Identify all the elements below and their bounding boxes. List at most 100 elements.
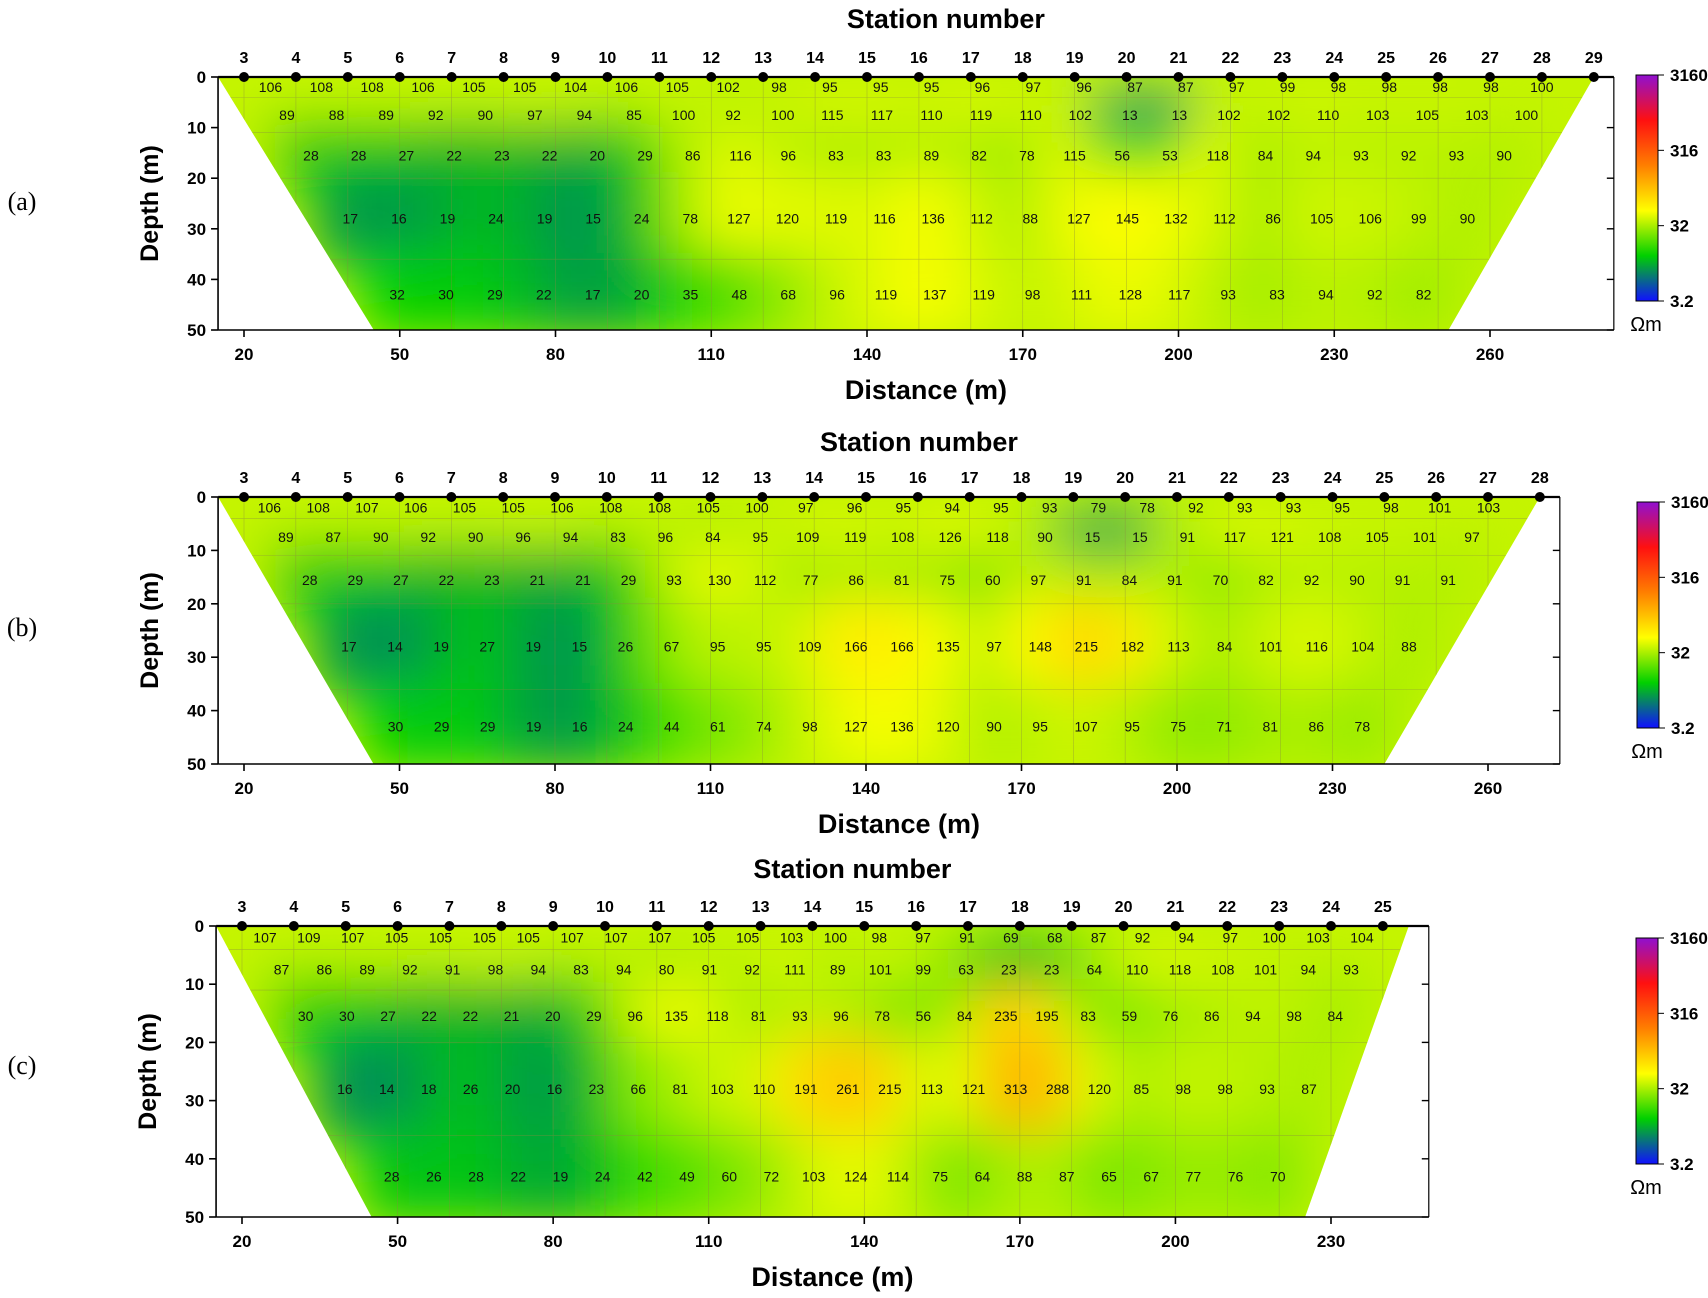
cell-value-label: 98 [1217, 1081, 1233, 1097]
cell-value-label: 110 [1020, 107, 1043, 123]
cell-value-label: 30 [388, 719, 404, 735]
cell-value-label: 109 [796, 529, 820, 545]
cell-value-label: 18 [421, 1081, 437, 1097]
cell-value-label: 89 [278, 529, 294, 545]
cell-value-label: 95 [993, 500, 1009, 516]
station-marker [1172, 492, 1182, 502]
cell-value-label: 27 [399, 147, 415, 163]
cell-value-label: 81 [894, 572, 910, 588]
cell-value-label: 20 [505, 1081, 521, 1097]
cell-value-label: 87 [1301, 1081, 1317, 1097]
station-marker [965, 72, 976, 82]
cell-value-label: 65 [1101, 1168, 1117, 1184]
section-fill [218, 77, 1594, 330]
cell-value-label: 215 [1075, 639, 1099, 655]
depth-tick-label: 40 [187, 702, 206, 721]
cell-value-label: 93 [792, 1008, 808, 1024]
cell-value-label: 90 [1460, 211, 1476, 227]
station-number-label: 15 [857, 470, 875, 487]
cell-value-label: 94 [563, 529, 579, 545]
cell-value-label: 105 [473, 930, 497, 946]
cell-value-label: 103 [780, 930, 804, 946]
cell-value-label: 60 [985, 572, 1001, 588]
cell-value-label: 97 [527, 107, 543, 123]
cell-value-label: 69 [1003, 930, 1019, 946]
station-number-label: 5 [341, 899, 350, 916]
station-number-label: 8 [497, 899, 506, 916]
cell-value-label: 71 [1216, 719, 1232, 735]
station-marker [1377, 921, 1388, 931]
station-number-label: 29 [1585, 50, 1603, 67]
station-marker [1379, 492, 1390, 502]
cell-value-label: 124 [844, 1168, 868, 1184]
distance-tick-label: 50 [390, 779, 409, 798]
cell-value-label: 100 [745, 500, 769, 516]
station-axis-title: Station number [753, 854, 951, 884]
distance-tick-label: 20 [235, 779, 254, 798]
station-number-label: 4 [291, 470, 300, 487]
cell-value-label: 107 [648, 930, 672, 946]
cell-value-label: 112 [754, 572, 777, 588]
cell-value-label: 136 [921, 211, 945, 227]
cell-value-label: 111 [1071, 287, 1092, 303]
station-number-label: 16 [910, 50, 928, 67]
cell-value-label: 135 [665, 1008, 689, 1024]
station-number-label: 20 [1115, 899, 1133, 916]
cell-value-label: 119 [970, 107, 993, 123]
station-marker [861, 492, 871, 502]
cell-value-label: 26 [618, 639, 634, 655]
cell-value-label: 78 [1019, 147, 1035, 163]
cell-value-label: 95 [873, 79, 889, 95]
cell-value-label: 83 [1269, 287, 1285, 303]
cell-value-label: 22 [536, 287, 552, 303]
cell-value-label: 98 [802, 719, 818, 735]
station-number-label: 22 [1220, 470, 1238, 487]
cell-value-label: 97 [1031, 572, 1047, 588]
cell-value-label: 95 [822, 79, 838, 95]
distance-tick-label: 80 [544, 1232, 563, 1251]
distance-axis-title: Distance (m) [751, 1262, 913, 1292]
station-number-label: 7 [445, 899, 454, 916]
cell-value-label: 23 [589, 1081, 605, 1097]
station-marker [601, 492, 612, 502]
cell-value-label: 60 [721, 1168, 737, 1184]
station-marker [394, 72, 405, 82]
station-number-label: 20 [1116, 470, 1134, 487]
cell-value-label: 89 [378, 107, 394, 123]
distance-tick-label: 170 [1007, 779, 1035, 798]
cell-value-label: 23 [1044, 962, 1060, 978]
station-marker [911, 921, 922, 931]
cell-value-label: 101 [869, 962, 893, 978]
cell-value-label: 19 [553, 1168, 569, 1184]
cell-value-label: 90 [1037, 529, 1053, 545]
cell-value-label: 99 [915, 962, 931, 978]
cell-value-label: 17 [341, 639, 357, 655]
cell-value-label: 105 [429, 930, 453, 946]
distance-tick-label: 110 [697, 779, 724, 798]
cell-value-label: 56 [916, 1008, 932, 1024]
depth-tick-label: 30 [187, 220, 206, 239]
cell-value-label: 77 [803, 572, 819, 588]
cell-value-label: 98 [1286, 1008, 1302, 1024]
colorbar-tick-label: 3.2 [1671, 719, 1695, 738]
station-marker [912, 492, 923, 502]
cell-value-label: 102 [1069, 107, 1093, 123]
cell-value-label: 98 [488, 962, 504, 978]
cell-value-label: 97 [1229, 79, 1245, 95]
cell-value-label: 94 [1305, 147, 1321, 163]
cell-value-label: 92 [1304, 572, 1320, 588]
station-marker [1066, 921, 1077, 931]
resistivity-blobs [232, 926, 1395, 1217]
depth-axis-title: Depth (m) [134, 1013, 162, 1130]
cell-value-label: 21 [575, 572, 591, 588]
cell-value-label: 106 [258, 500, 282, 516]
cell-value-label: 24 [618, 719, 634, 735]
cell-value-label: 24 [634, 211, 650, 227]
cell-value-label: 28 [351, 147, 367, 163]
cell-value-label: 100 [1263, 930, 1287, 946]
distance-tick-label: 170 [1006, 1232, 1034, 1251]
cell-value-label: 108 [1211, 962, 1235, 978]
distance-tick-label: 110 [695, 1232, 722, 1251]
cell-value-label: 13 [1122, 107, 1138, 123]
station-number-label: 12 [702, 50, 720, 67]
